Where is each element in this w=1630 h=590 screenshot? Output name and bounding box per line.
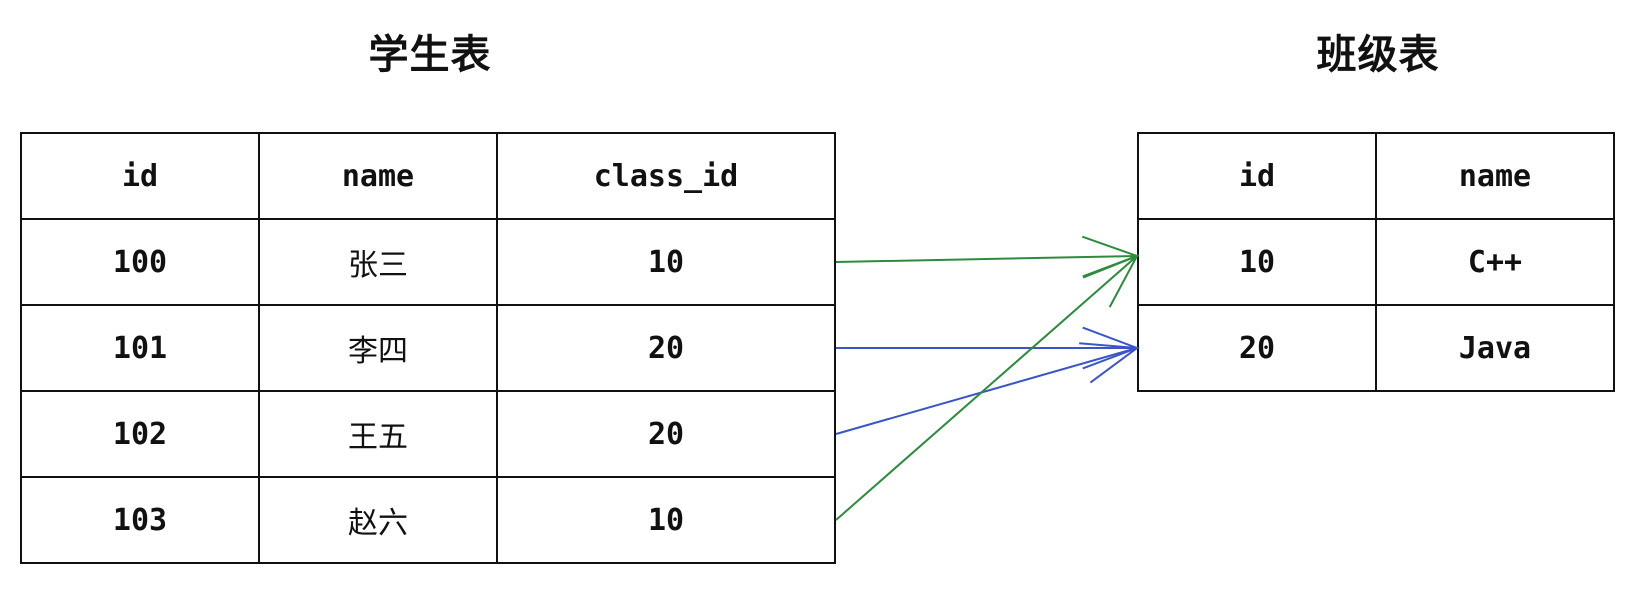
student-table: id name class_id 100 张三 10 101 李四 20 102…: [20, 132, 836, 564]
student-table-row: 100 张三 10: [20, 218, 836, 306]
class-col-id-header: id: [1137, 132, 1377, 220]
class-id-cell: 20: [1137, 304, 1377, 392]
student-id-cell: 100: [20, 218, 260, 306]
student-name-cell: 王五: [258, 390, 498, 478]
student-class-id-cell: 20: [496, 390, 836, 478]
student-name-cell: 赵六: [258, 476, 498, 564]
student-table-title: 学生表: [368, 32, 492, 78]
student-class-id-cell: 10: [496, 476, 836, 564]
student-col-id-header: id: [20, 132, 260, 220]
class-table-title: 班级表: [1316, 32, 1440, 78]
relation-arrow-line: [835, 255, 1138, 521]
class-table: id name 10 C++ 20 Java: [1137, 132, 1615, 392]
student-col-name-header: name: [258, 132, 498, 220]
student-id-cell: 102: [20, 390, 260, 478]
student-name-cell: 张三: [258, 218, 498, 306]
student-id-cell: 101: [20, 304, 260, 392]
class-table-row: 10 C++: [1137, 218, 1615, 306]
student-name-cell: 李四: [258, 304, 498, 392]
student-table-header-row: id name class_id: [20, 132, 836, 220]
student-table-row: 102 王五 20: [20, 390, 836, 478]
class-table-header-row: id name: [1137, 132, 1615, 220]
relation-arrow-line: [835, 347, 1138, 435]
student-table-row: 101 李四 20: [20, 304, 836, 392]
class-table-row: 20 Java: [1137, 304, 1615, 392]
student-class-id-cell: 20: [496, 304, 836, 392]
class-name-cell: C++: [1375, 218, 1615, 306]
student-id-cell: 103: [20, 476, 260, 564]
class-col-name-header: name: [1375, 132, 1615, 220]
student-table-row: 103 赵六 10: [20, 476, 836, 564]
relation-arrow-head: [1082, 254, 1140, 308]
student-col-class-id-header: class_id: [496, 132, 836, 220]
relation-arrow-head: [1079, 342, 1140, 384]
class-id-cell: 10: [1137, 218, 1377, 306]
class-name-cell: Java: [1375, 304, 1615, 392]
student-class-id-cell: 10: [496, 218, 836, 306]
relation-arrow-line: [835, 255, 1138, 263]
